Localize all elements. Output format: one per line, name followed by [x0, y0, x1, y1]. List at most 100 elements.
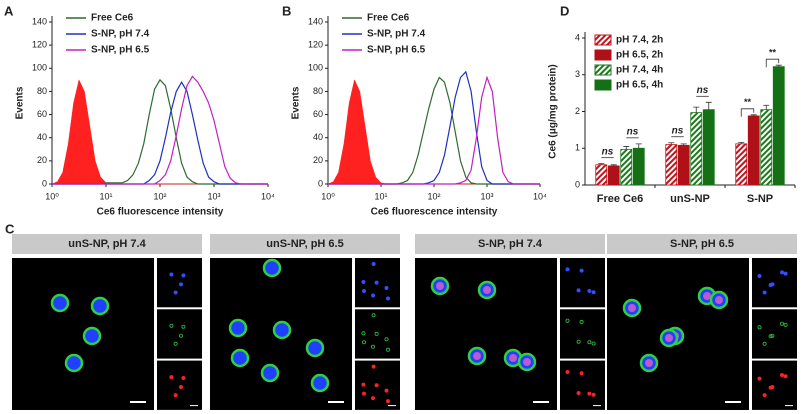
- channel-dot: [384, 337, 389, 342]
- x-tick-label: 10³: [480, 191, 493, 201]
- panel-label: C: [5, 221, 15, 236]
- legend-swatch: [594, 79, 612, 91]
- y-tick-label: 120: [308, 40, 323, 50]
- image-header: [12, 234, 202, 254]
- channel-image: [752, 258, 797, 308]
- legend-label: S-NP, pH 7.4: [91, 29, 150, 40]
- cell-core: [628, 304, 636, 312]
- cell: [310, 373, 330, 393]
- bar: [677, 144, 690, 186]
- x-axis-label: Ce6 fluorescence intensity: [97, 207, 224, 218]
- cell-core: [483, 286, 491, 294]
- channel-dot: [591, 341, 596, 346]
- channel-dot: [173, 341, 178, 346]
- channel-dot: [370, 344, 375, 349]
- bar: [632, 147, 645, 186]
- x-tick-label: S-NP: [747, 193, 773, 205]
- channel-dot: [361, 340, 366, 345]
- annotation-bracket: [765, 58, 780, 68]
- error-bar: [680, 143, 687, 146]
- y-tick-label: 120: [32, 40, 47, 50]
- channel-dot: [361, 279, 366, 284]
- channel-dot: [757, 376, 762, 381]
- annotation-bracket: [740, 108, 755, 117]
- bar: [665, 144, 678, 186]
- error-bar: [635, 143, 642, 149]
- channel-dot: [374, 383, 379, 388]
- bar: [747, 115, 760, 186]
- x-tick-label: 10³: [207, 191, 220, 201]
- legend-label: pH 6.5, 4h: [616, 80, 663, 91]
- channel-dot: [178, 333, 183, 338]
- channel-dot: [780, 372, 785, 377]
- cell-core: [703, 292, 711, 300]
- bar: [607, 165, 620, 186]
- y-tick-label: 0: [42, 178, 47, 188]
- channel-image: [157, 360, 202, 410]
- channel-dot: [385, 347, 390, 352]
- y-tick-label: 80: [313, 86, 323, 96]
- channel-dot: [371, 261, 376, 266]
- channel-dot: [587, 288, 592, 293]
- channel-dot: [762, 393, 767, 398]
- channel-image: [752, 309, 797, 359]
- annotation: **: [744, 97, 752, 107]
- y-tick-label: 140: [32, 16, 47, 26]
- y-tick-label: 100: [32, 63, 47, 73]
- channel-dot: [757, 273, 762, 278]
- y-tick-label: 0: [575, 179, 580, 189]
- image-header: [415, 234, 605, 254]
- x-tick-label: 10¹: [374, 191, 387, 201]
- y-tick-label: 1: [575, 143, 580, 153]
- image-header: [607, 234, 797, 254]
- channel-dot: [576, 288, 581, 293]
- channel-dot: [587, 340, 592, 345]
- error-bar: [738, 141, 745, 144]
- channel-dot: [783, 271, 788, 276]
- y-tick-label: 20: [37, 155, 47, 165]
- x-tick-label: 10⁰: [321, 191, 335, 201]
- channel-dot: [181, 273, 186, 278]
- legend-label: Free Ce6: [91, 13, 134, 24]
- channel-dot: [565, 318, 570, 323]
- channel-image: [157, 258, 202, 308]
- bar: [690, 112, 703, 186]
- channel-dot: [370, 396, 375, 401]
- cell-core: [715, 296, 723, 304]
- channel-dot: [579, 319, 584, 324]
- channel-dot: [384, 285, 389, 290]
- y-tick-label: 140: [308, 16, 323, 26]
- channel-dot: [374, 331, 379, 336]
- channel-dot: [361, 382, 366, 387]
- bar: [735, 143, 748, 186]
- channel-image: [560, 360, 605, 410]
- histogram-area: [327, 79, 540, 185]
- histogram-line: [52, 75, 268, 185]
- channel-dot: [384, 388, 389, 393]
- y-tick-label: 20: [313, 155, 323, 165]
- image-title: unS-NP, pH 6.5: [266, 238, 343, 250]
- channel-dot: [361, 331, 366, 336]
- annotation: ns: [602, 146, 614, 157]
- cell-core: [473, 352, 481, 360]
- y-axis-label: Ce6 (μg/mg protein): [548, 64, 559, 158]
- channel-image: [157, 309, 202, 359]
- legend-label: S-NP, pH 6.5: [367, 45, 426, 56]
- cell: [64, 353, 84, 373]
- legend-label: pH 6.5, 2h: [616, 50, 663, 61]
- cell-core: [436, 282, 444, 290]
- channel-dot: [579, 371, 584, 376]
- histogram-area: [51, 79, 268, 185]
- annotation: **: [769, 48, 777, 58]
- image-header: [210, 234, 400, 254]
- cell: [262, 258, 282, 278]
- channel-dot: [768, 282, 773, 287]
- cell: [305, 338, 325, 358]
- channel-dot: [783, 374, 788, 379]
- image-title: S-NP, pH 6.5: [670, 238, 734, 250]
- channel-dot: [757, 325, 762, 330]
- panel-label: B: [282, 3, 291, 18]
- channel-dot: [371, 364, 376, 369]
- channel-dot: [178, 384, 183, 389]
- x-tick-label: 10⁰: [45, 191, 59, 201]
